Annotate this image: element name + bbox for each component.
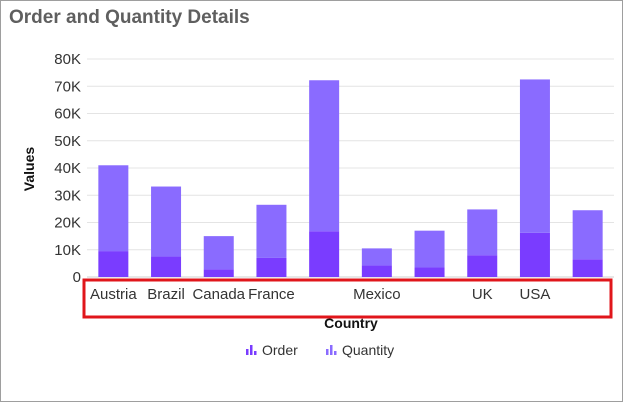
bar-quantity (519, 79, 550, 233)
bar-quantity (414, 230, 445, 268)
bar-order (98, 251, 129, 277)
bar-order (467, 255, 498, 277)
bar-quantity (98, 165, 129, 252)
y-tick-label: 70K (54, 78, 81, 95)
legend-label: Quantity (342, 342, 394, 358)
bar-chart-icon (246, 345, 257, 355)
bar-order (519, 232, 550, 277)
x-tick-label: France (248, 286, 295, 303)
y-tick-label: 0 (73, 269, 81, 286)
bar-quantity (256, 204, 287, 258)
y-axis-ticks: 0 10K 20K 30K 40K 50K 60K 70K 80K (54, 51, 81, 286)
legend: Order Quantity (246, 342, 394, 358)
bar-order (309, 231, 340, 277)
x-tick-label: Canada (192, 286, 245, 303)
y-tick-label: 50K (54, 133, 81, 150)
bar-quantity (151, 186, 182, 257)
y-tick-label: 10K (54, 242, 81, 259)
y-tick-label: 20K (54, 215, 81, 232)
x-axis-ticks: Austria Brazil Canada France Mexico UK USA (90, 286, 550, 303)
legend-item-quantity: Quantity (326, 342, 394, 358)
bar-quantity (572, 210, 603, 260)
bar-order (151, 256, 182, 277)
bar-chart-icon (326, 345, 337, 355)
y-tick-label: 80K (54, 51, 81, 68)
bar-order (203, 269, 234, 277)
x-tick-label: Austria (90, 286, 137, 303)
bar-order (572, 259, 603, 277)
y-tick-label: 30K (54, 187, 81, 204)
bar-quantity (203, 236, 234, 270)
bar-order (414, 267, 445, 277)
y-tick-label: 60K (54, 106, 81, 123)
x-axis-title: Country (324, 315, 378, 331)
bar-series (98, 79, 603, 277)
bar-order (256, 257, 287, 277)
bar-quantity (309, 80, 340, 232)
x-tick-label: Brazil (147, 286, 185, 303)
y-axis-title: Values (21, 147, 37, 192)
legend-item-order: Order (246, 342, 298, 358)
x-tick-label: UK (472, 286, 493, 303)
bar-quantity (361, 248, 392, 266)
x-tick-label: Mexico (353, 286, 401, 303)
bar-quantity (467, 209, 498, 256)
x-axis-labels-highlight-box (82, 278, 613, 319)
x-tick-label: USA (520, 286, 551, 303)
y-tick-label: 40K (54, 160, 81, 177)
bar-order (361, 265, 392, 277)
chart-title: Order and Quantity Details (9, 7, 250, 28)
legend-label: Order (262, 342, 298, 358)
